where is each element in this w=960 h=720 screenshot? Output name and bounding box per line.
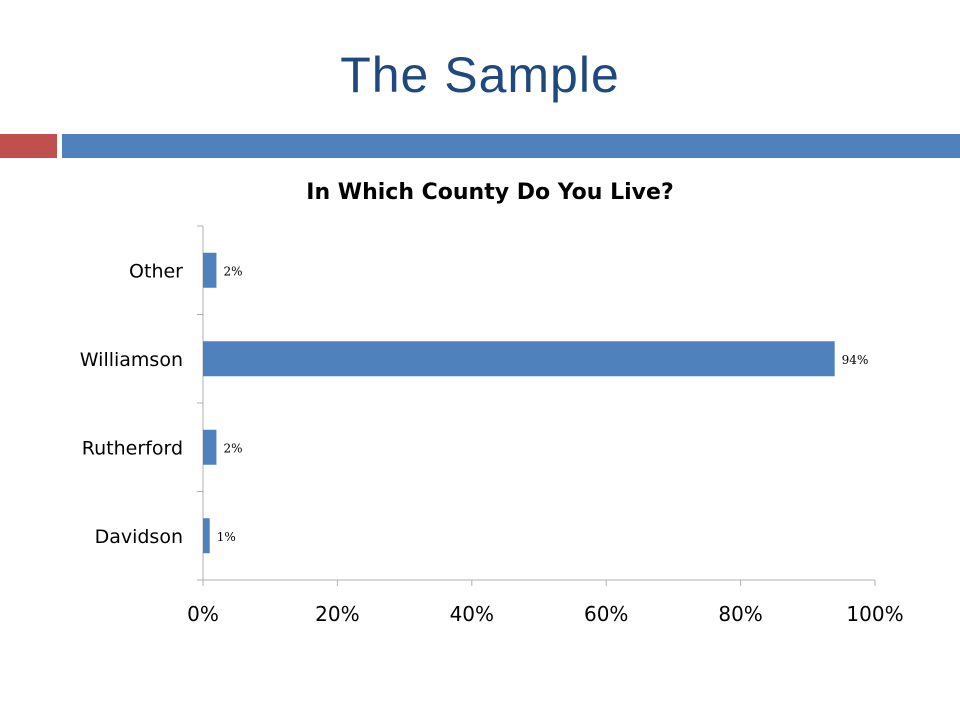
title-accent-bar-blue xyxy=(62,134,960,158)
data-label: 94% xyxy=(842,353,869,367)
category-label: Williamson xyxy=(80,349,183,371)
category-label: Other xyxy=(129,260,183,282)
x-tick-label: 60% xyxy=(584,602,628,626)
x-tick-label: 20% xyxy=(315,602,359,626)
data-label: 1% xyxy=(217,530,236,544)
x-tick-label: 0% xyxy=(187,602,219,626)
title-accent-bar-red xyxy=(0,134,57,158)
x-tick-label: 80% xyxy=(718,602,762,626)
slide-title: The Sample xyxy=(340,47,620,103)
data-label: 2% xyxy=(223,441,242,455)
data-label: 2% xyxy=(223,264,242,278)
bar xyxy=(203,252,217,288)
bar xyxy=(203,518,210,554)
bar xyxy=(203,341,835,377)
category-label: Davidson xyxy=(95,526,183,548)
x-tick-label: 40% xyxy=(450,602,494,626)
chart-title: In Which County Do You Live? xyxy=(306,180,674,205)
x-tick-label: 100% xyxy=(846,602,903,626)
bar xyxy=(203,429,217,465)
category-label: Rutherford xyxy=(82,437,183,459)
